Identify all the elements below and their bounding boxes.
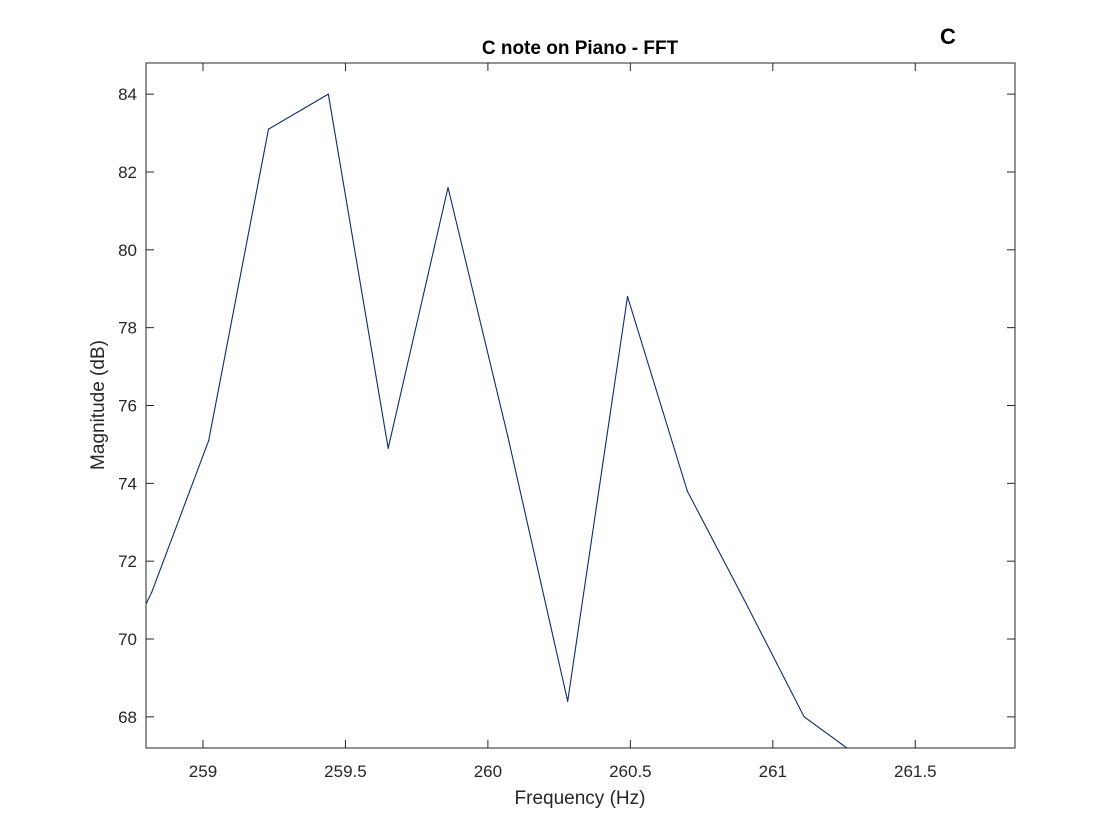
x-axis-label: Frequency (Hz) bbox=[515, 788, 646, 809]
y-tick-label: 74 bbox=[118, 474, 137, 493]
x-tick-label: 261.5 bbox=[894, 762, 937, 781]
y-tick-label: 68 bbox=[118, 708, 137, 727]
y-tick-label: 76 bbox=[118, 397, 137, 416]
data-point bbox=[387, 447, 389, 449]
y-tick-label: 84 bbox=[118, 85, 137, 104]
y-tick-label: 70 bbox=[118, 630, 137, 649]
y-tick-label: 72 bbox=[118, 552, 137, 571]
x-tick-label: 260.5 bbox=[609, 762, 652, 781]
data-point bbox=[626, 295, 629, 298]
y-tick-label: 82 bbox=[118, 163, 137, 182]
data-point bbox=[567, 700, 569, 702]
x-tick-label: 261 bbox=[759, 762, 787, 781]
x-tick-label: 259.5 bbox=[324, 762, 367, 781]
data-point bbox=[743, 599, 745, 601]
data-point bbox=[151, 591, 153, 593]
x-tick-label: 259 bbox=[189, 762, 217, 781]
data-point bbox=[507, 436, 509, 438]
y-tick-label: 80 bbox=[118, 241, 137, 260]
data-point bbox=[267, 128, 270, 130]
data-point bbox=[686, 490, 688, 492]
plot-background bbox=[146, 63, 1015, 748]
y-tick-label: 78 bbox=[118, 319, 137, 338]
chart-title: C note on Piano - FFT bbox=[482, 38, 679, 59]
y-axis-label: Magnitude (dB) bbox=[88, 340, 109, 470]
series-line-0 bbox=[146, 93, 848, 748]
chart-annotation: C bbox=[940, 24, 956, 49]
data-point bbox=[803, 716, 805, 718]
tick-layer: 259 259.5 260 260.5 261 261.5 68 70 72 74 76 78 80 82… bbox=[118, 63, 1015, 781]
data-point bbox=[447, 186, 449, 189]
x-tick-label: 260 bbox=[474, 762, 502, 781]
data-point bbox=[327, 93, 329, 95]
data-point bbox=[208, 439, 210, 442]
